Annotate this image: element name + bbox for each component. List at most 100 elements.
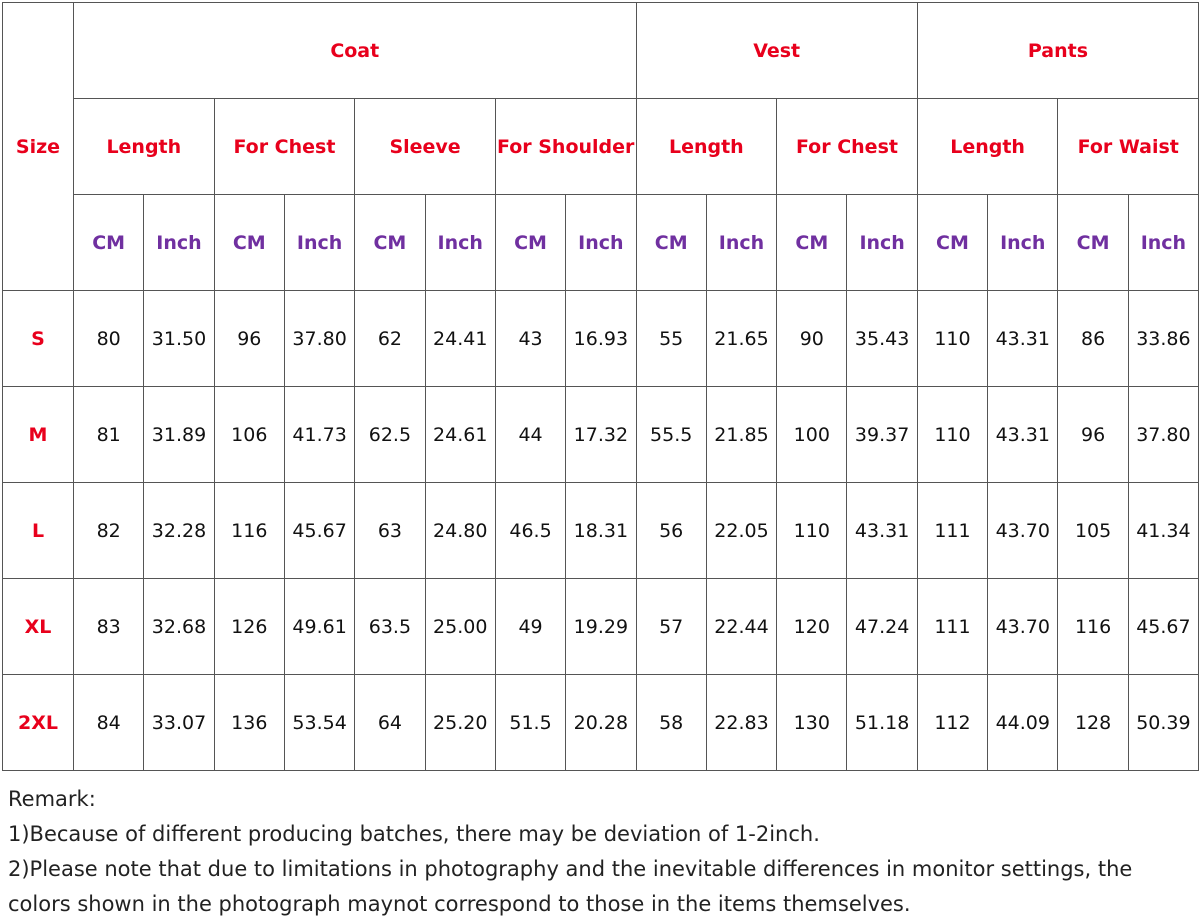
unit-header: Inch xyxy=(143,194,215,291)
unit-header: CM xyxy=(1057,194,1129,291)
cell: 86 xyxy=(1057,290,1129,387)
unit-header: CM xyxy=(354,194,426,291)
size-label: XL xyxy=(2,578,74,675)
cell: 84 xyxy=(72,674,145,771)
remark-title: Remark: xyxy=(8,787,96,811)
data-row: S 80 31.50 96 37.80 62 24.41 43 16.93 55 21.65 90 35… xyxy=(2,290,1200,387)
unit-header: Inch xyxy=(565,194,637,291)
cell: 31.89 xyxy=(143,386,215,483)
header-row: CM Inch CM Inch CM Inch CM Inch CM Inch CM Inch CM In… xyxy=(3,194,1200,291)
unit-header: CM xyxy=(776,194,848,291)
cell: 47.24 xyxy=(846,578,918,675)
cell: 111 xyxy=(916,482,989,579)
column-header: For Shoulder xyxy=(494,98,637,195)
cell: 19.29 xyxy=(565,578,637,675)
cell: 43.31 xyxy=(987,290,1059,387)
cell: 130 xyxy=(776,674,848,771)
cell: 37.80 xyxy=(1127,386,1200,483)
cell: 51.18 xyxy=(846,674,918,771)
cell: 16.93 xyxy=(565,290,637,387)
group-header: Vest xyxy=(635,2,918,99)
column-header: Length xyxy=(73,98,215,195)
group-header: Pants xyxy=(916,2,1200,99)
cell: 18.31 xyxy=(565,482,637,579)
cell: 116 xyxy=(1057,578,1129,675)
data-row: XL 83 32.68 126 49.61 63.5 25.00 49 19.29 57 22.44… xyxy=(2,578,1200,675)
data-row: M 81 31.89 106 41.73 62.5 24.61 44 17.32 55.5 21.8… xyxy=(2,386,1200,483)
cell: 110 xyxy=(916,386,989,483)
column-header: Length xyxy=(916,98,1059,195)
cell: 22.05 xyxy=(705,482,778,579)
unit-header: CM xyxy=(213,194,285,291)
cell: 25.20 xyxy=(424,674,496,771)
unit-header: Inch xyxy=(424,194,496,291)
cell: 62 xyxy=(354,290,426,387)
cell: 33.86 xyxy=(1127,290,1200,387)
column-header: Sleeve xyxy=(354,98,496,195)
remark-line: 2)Please note that due to limitations in… xyxy=(8,857,1133,916)
cell: 62.5 xyxy=(354,386,426,483)
cell: 49 xyxy=(494,578,567,675)
cell: 55 xyxy=(635,290,707,387)
cell: 46.5 xyxy=(494,482,567,579)
cell: 57 xyxy=(635,578,707,675)
header-row: Length For Chest Sleeve For Shoulder Length F… xyxy=(3,98,1200,195)
cell: 17.32 xyxy=(565,386,637,483)
cell: 106 xyxy=(213,386,285,483)
cell: 45.67 xyxy=(283,482,356,579)
unit-header: Inch xyxy=(283,194,356,291)
cell: 35.43 xyxy=(846,290,918,387)
size-label: S xyxy=(2,290,74,387)
column-header: For Chest xyxy=(776,98,918,195)
header-row: Size Coat Vest Pants xyxy=(2,2,1200,291)
unit-header: Inch xyxy=(705,194,778,291)
group-header: Coat xyxy=(73,2,637,99)
cell: 90 xyxy=(776,290,848,387)
unit-header: CM xyxy=(72,194,145,291)
size-label: 2XL xyxy=(2,674,74,771)
size-label: L xyxy=(2,482,74,579)
cell: 32.68 xyxy=(143,578,215,675)
cell: 22.44 xyxy=(705,578,778,675)
data-row: 2XL 84 33.07 136 53.54 64 25.20 51.5 20.28 58 22.8… xyxy=(2,674,1200,771)
cell: 41.73 xyxy=(283,386,356,483)
column-header: Length xyxy=(635,98,778,195)
cell: 112 xyxy=(916,674,989,771)
cell: 43.70 xyxy=(987,578,1059,675)
cell: 111 xyxy=(916,578,989,675)
cell: 49.61 xyxy=(283,578,356,675)
cell: 32.28 xyxy=(143,482,215,579)
cell: 100 xyxy=(776,386,848,483)
data-row: L 82 32.28 116 45.67 63 24.80 46.5 18.31 56 22.05 1… xyxy=(2,482,1200,579)
cell: 50.39 xyxy=(1127,674,1200,771)
cell: 25.00 xyxy=(424,578,496,675)
cell: 53.54 xyxy=(283,674,356,771)
cell: 44 xyxy=(494,386,567,483)
cell: 43.70 xyxy=(987,482,1059,579)
unit-header: CM xyxy=(916,194,989,291)
cell: 44.09 xyxy=(987,674,1059,771)
cell: 110 xyxy=(776,482,848,579)
cell: 24.41 xyxy=(424,290,496,387)
cell: 37.80 xyxy=(283,290,356,387)
cell: 56 xyxy=(635,482,707,579)
cell: 120 xyxy=(776,578,848,675)
cell: 63.5 xyxy=(354,578,426,675)
unit-header: Inch xyxy=(846,194,918,291)
cell: 31.50 xyxy=(143,290,215,387)
cell: 20.28 xyxy=(565,674,637,771)
cell: 82 xyxy=(72,482,145,579)
cell: 24.61 xyxy=(424,386,496,483)
size-table: Size Coat Vest Pants Length For Chest Sleeve Fo… xyxy=(2,2,1200,771)
unit-header: CM xyxy=(494,194,567,291)
cell: 126 xyxy=(213,578,285,675)
unit-header: CM xyxy=(635,194,707,291)
cell: 41.34 xyxy=(1127,482,1200,579)
cell: 22.83 xyxy=(705,674,778,771)
size-label: M xyxy=(2,386,74,483)
cell: 51.5 xyxy=(494,674,567,771)
cell: 80 xyxy=(72,290,145,387)
cell: 81 xyxy=(72,386,145,483)
unit-header: Inch xyxy=(1127,194,1200,291)
